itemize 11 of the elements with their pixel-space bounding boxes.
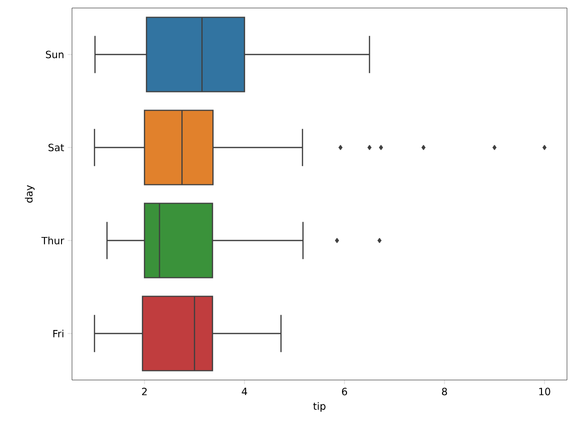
y-tick-label: Sat (48, 144, 64, 152)
x-tick-label: 4 (242, 388, 248, 396)
x-axis-title: tip (313, 402, 326, 412)
x-tick-label: 8 (442, 388, 447, 396)
x-tick-label: 10 (539, 388, 550, 396)
y-axis-title: day (24, 185, 35, 203)
y-tick-label: Thur (41, 236, 64, 244)
x-tick-label: 6 (342, 388, 348, 396)
y-tick-label: Fri (53, 330, 64, 338)
x-tick-label: 2 (142, 388, 147, 396)
y-tick-label: Sun (46, 50, 64, 58)
